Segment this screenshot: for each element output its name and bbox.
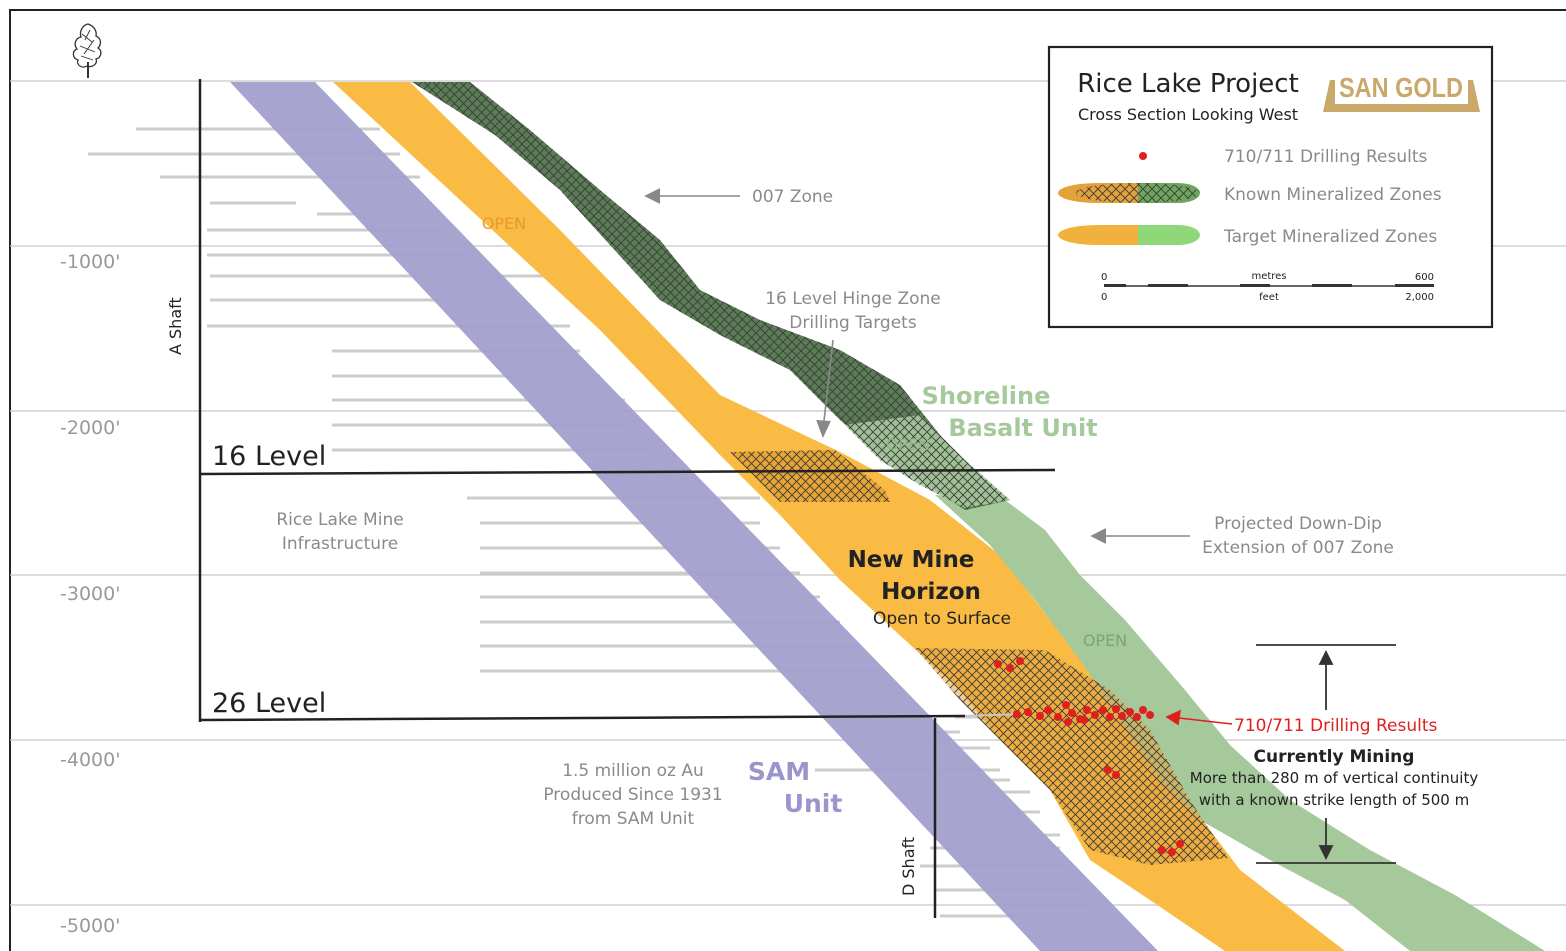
sam-unit-band [230,82,1158,951]
projected-line2: Extension of 007 Zone [1202,538,1394,558]
depth-tick-4000: -4000' [60,749,120,771]
legend-item-target: Target Mineralized Zones [1223,227,1437,247]
shaft-structure [198,79,1056,918]
legend-target-swatch [1058,225,1200,245]
scale-ft-end: 2,000 [1405,292,1434,303]
depth-tick-3000: -3000' [60,583,120,605]
shoreline-label-1: Shoreline [922,382,1051,410]
shoreline-label-2: Basalt Unit [948,414,1097,442]
level-26-label: 26 Level [212,688,326,719]
drilling-result-dots [994,657,1184,856]
depth-tick-2000: -2000' [60,417,120,439]
hinge-label-line2: Drilling Targets [789,313,917,333]
shoreline-known-zone [845,415,1010,508]
level-16-label: 16 Level [212,441,326,472]
open-label-green: OPEN [1083,631,1127,650]
vertical-continuity-bracket [1256,644,1396,864]
new-mine-horizon-sub: Open to Surface [873,609,1011,629]
legend-drill-dot [1139,152,1147,160]
annotation-arrows [644,188,1190,544]
scale-m-end: 600 [1415,272,1434,283]
scale-bar: 0 metres 600 0 feet 2,000 [1101,271,1434,303]
currently-mining-line2: with a known strike length of 500 m [1199,791,1469,809]
legend-title: Rice Lake Project [1077,69,1299,99]
depth-axis: -1000' -2000' -3000' -4000' -5000' [60,251,120,937]
depth-tick-1000: -1000' [60,251,120,273]
main-known-zone [915,648,1228,865]
scale-ft-start: 0 [1101,292,1107,303]
legend-subtitle: Cross Section Looking West [1078,105,1298,124]
legend-item-known: Known Mineralized Zones [1224,185,1442,205]
drill-connector [964,713,1021,717]
production-line1: 1.5 million oz Au [562,761,704,781]
legend: Rice Lake Project Cross Section Looking … [1047,45,1494,329]
infrastructure-line1: Rice Lake Mine [276,510,403,530]
san-gold-logo: SAN GOLD [1323,66,1480,112]
open-label-hinge: OPEN [886,435,930,454]
currently-mining-line1: More than 280 m of vertical continuity [1190,769,1479,787]
legend-known-swatch [1058,183,1200,203]
sam-unit-label-2: Unit [784,789,843,818]
production-line3: from SAM Unit [572,809,695,829]
drill-results-arrow [1165,709,1233,726]
zone-007-label: 007 Zone [752,187,833,207]
sam-unit-label-1: SAM [748,757,810,786]
logo-text: SAN GOLD [1339,72,1463,103]
shoreline-basalt-band [935,495,1545,951]
a-shaft-label: A Shaft [166,297,185,355]
production-line2: Produced Since 1931 [543,785,722,805]
scale-metres: metres [1251,271,1286,282]
hinge-known-zone [730,450,890,502]
legend-item-drill: 710/711 Drilling Results [1224,147,1427,167]
new-mine-horizon-1: New Mine [848,547,975,573]
drill-results-label: 710/711 Drilling Results [1234,716,1437,736]
zone-007-hatched [412,82,1010,510]
scale-feet: feet [1259,292,1279,303]
hinge-label-line1: 16 Level Hinge Zone [765,289,941,309]
depth-tick-5000: -5000' [60,915,120,937]
diagram-frame [9,9,1566,951]
open-label-orange: OPEN [482,214,526,233]
currently-mining-title: Currently Mining [1254,747,1415,767]
d-shaft-label: D Shaft [899,837,918,896]
scale-m-start: 0 [1101,272,1107,283]
tree-icon [72,23,102,78]
new-mine-horizon-2: Horizon [881,579,981,605]
infrastructure-line2: Infrastructure [282,534,398,554]
projected-line1: Projected Down-Dip [1214,514,1382,534]
